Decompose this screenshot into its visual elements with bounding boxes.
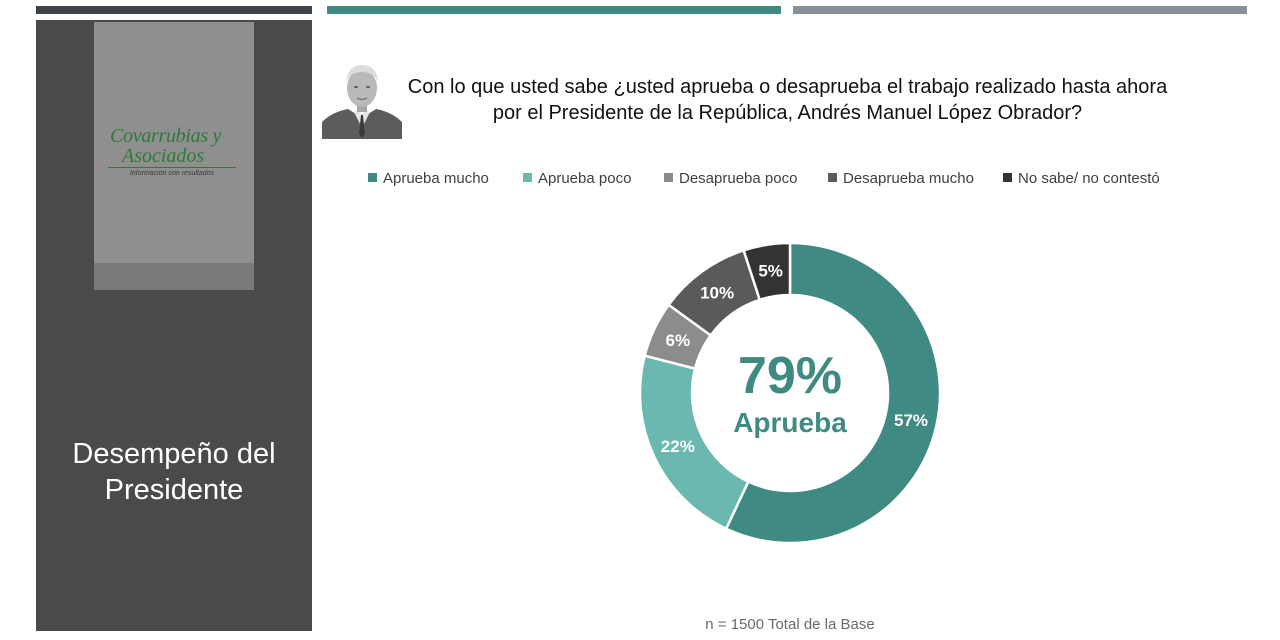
president-portrait bbox=[322, 56, 402, 139]
legend-item-aprueba-mucho: Aprueba mucho bbox=[368, 170, 489, 188]
logo-tagline: Información con resultados bbox=[129, 170, 215, 177]
donut-slice-1 bbox=[724, 241, 942, 545]
section-title-line-2: Presidente bbox=[104, 474, 244, 506]
top-accent-bar-teal bbox=[327, 6, 781, 14]
legend-label: Desaprueba poco bbox=[679, 170, 798, 187]
legend-item-desaprueba-mucho: Desaprueba mucho bbox=[828, 170, 974, 188]
donut-slice-5 bbox=[742, 241, 792, 302]
legend-label: Desaprueba mucho bbox=[843, 170, 974, 187]
legend-swatch bbox=[1003, 173, 1012, 182]
chart-legend: Aprueba mucho Aprueba poco Desaprueba po… bbox=[368, 170, 1178, 190]
company-logo: Covarrubias y Asociados Información con … bbox=[94, 22, 254, 290]
section-title-line-1: Desempeño del bbox=[72, 438, 276, 470]
legend-swatch bbox=[828, 173, 837, 182]
legend-label: Aprueba poco bbox=[538, 170, 632, 187]
center-label: Aprueba bbox=[733, 407, 847, 438]
sample-footnote: n = 1500 Total de la Base bbox=[705, 616, 875, 633]
top-accent-bar-gray bbox=[793, 6, 1247, 14]
donut-svg: 57% 22% 6% 10% 5% 79%Aprueba bbox=[638, 241, 942, 545]
donut-slice-label-5: 5% bbox=[758, 262, 783, 281]
donut-slice-label-2: 22% bbox=[661, 437, 695, 456]
legend-swatch bbox=[368, 173, 377, 182]
donut-slice-label-4: 10% bbox=[700, 284, 734, 303]
survey-question: Con lo que usted sabe ¿usted aprueba o d… bbox=[405, 74, 1170, 126]
logo-wordmark: Covarrubias y Asociados bbox=[110, 126, 240, 166]
donut-slice-label-1: 57% bbox=[894, 411, 928, 430]
logo-divider bbox=[108, 167, 236, 168]
legend-label: Aprueba mucho bbox=[383, 170, 489, 187]
logo-line-1: Covarrubias y bbox=[110, 125, 222, 147]
survey-question-line-2: por el Presidente de la República, André… bbox=[492, 102, 1083, 124]
donut-slice-label-3: 6% bbox=[666, 331, 691, 350]
legend-item-no-sabe: No sabe/ no contestó bbox=[1003, 170, 1160, 188]
legend-label: No sabe/ no contestó bbox=[1018, 170, 1160, 187]
logo-bottom-strip bbox=[94, 263, 254, 290]
section-panel: Covarrubias y Asociados Información con … bbox=[36, 20, 312, 631]
logo-line-2: Asociados bbox=[122, 145, 205, 167]
legend-item-desaprueba-poco: Desaprueba poco bbox=[664, 170, 797, 188]
survey-question-line-1: Con lo que usted sabe ¿usted aprueba o d… bbox=[407, 76, 1168, 98]
legend-item-aprueba-poco: Aprueba poco bbox=[523, 170, 631, 188]
top-accent-bar-dark bbox=[36, 6, 312, 14]
section-title: Desempeño del Presidente bbox=[36, 436, 312, 508]
center-value: 79% bbox=[738, 347, 842, 405]
approval-donut-chart: 57% 22% 6% 10% 5% 79% Aprueba bbox=[620, 223, 960, 563]
legend-swatch bbox=[664, 173, 673, 182]
legend-swatch bbox=[523, 173, 532, 182]
